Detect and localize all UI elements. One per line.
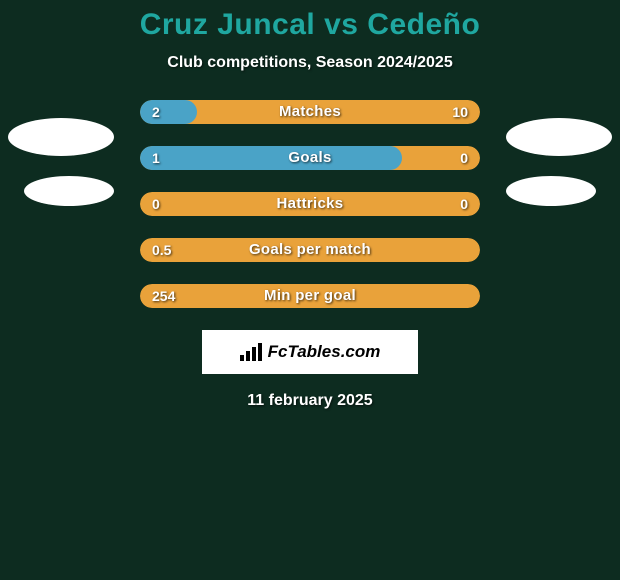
comparison-chart: 2 Matches 10 1 Goals 0 0 Hattricks 0 0.5…: [0, 100, 620, 410]
stat-label: Matches: [140, 100, 480, 124]
stat-right-value: 0: [460, 146, 468, 170]
brand-box: FcTables.com: [202, 330, 418, 374]
stat-row-goals: 1 Goals 0: [140, 146, 480, 170]
page-subtitle: Club competitions, Season 2024/2025: [0, 54, 620, 72]
page-title: Cruz Juncal vs Cedeño: [0, 0, 620, 42]
stat-row-hattricks: 0 Hattricks 0: [140, 192, 480, 216]
stat-row-matches: 2 Matches 10: [140, 100, 480, 124]
brand: FcTables.com: [240, 342, 381, 362]
stat-row-goals-per-match: 0.5 Goals per match: [140, 238, 480, 262]
stat-right-value: 10: [452, 100, 468, 124]
snapshot-date: 11 february 2025: [0, 392, 620, 410]
stat-label: Hattricks: [140, 192, 480, 216]
stat-label: Goals per match: [140, 238, 480, 262]
stat-label: Goals: [140, 146, 480, 170]
stat-label: Min per goal: [140, 284, 480, 308]
bar-chart-icon: [240, 343, 262, 361]
brand-text: FcTables.com: [268, 342, 381, 362]
stat-row-min-per-goal: 254 Min per goal: [140, 284, 480, 308]
stat-right-value: 0: [460, 192, 468, 216]
